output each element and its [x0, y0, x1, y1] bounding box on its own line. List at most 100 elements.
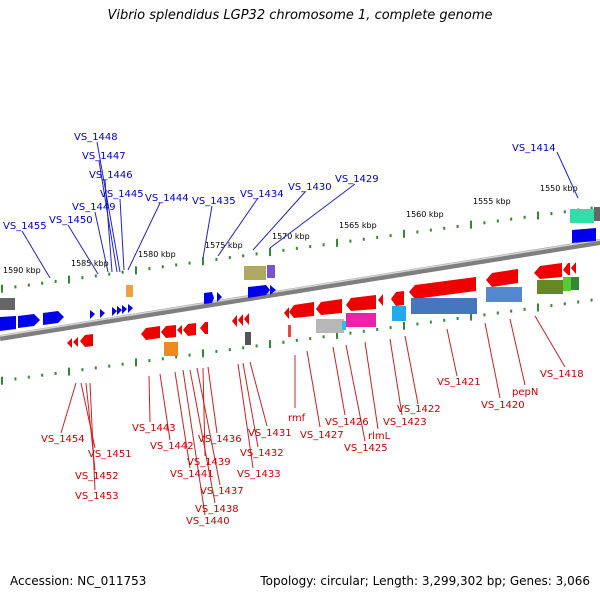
gene-feature[interactable]: [238, 314, 243, 326]
minor-tick: [577, 300, 580, 304]
gene-feature[interactable]: [18, 314, 40, 328]
gene-feature[interactable]: [183, 323, 196, 336]
gene-feature[interactable]: [117, 306, 122, 315]
gene-feature[interactable]: [141, 326, 160, 340]
major-tick: [135, 266, 137, 275]
gene-feature[interactable]: [161, 325, 176, 338]
gene-feature[interactable]: [392, 306, 406, 321]
gene-feature[interactable]: [128, 304, 133, 313]
gene-label[interactable]: VS_1422: [397, 404, 441, 415]
gene-feature[interactable]: [126, 285, 133, 297]
gene-label[interactable]: VS_1432: [240, 448, 284, 459]
gene-feature[interactable]: [571, 262, 576, 274]
minor-tick: [14, 377, 17, 381]
minor-tick: [443, 318, 446, 322]
gene-feature[interactable]: [100, 309, 105, 318]
gene-label[interactable]: VS_1453: [75, 491, 119, 502]
gene-feature[interactable]: [43, 311, 64, 325]
gene-label[interactable]: pepN: [512, 387, 538, 398]
gene-feature[interactable]: [267, 265, 275, 278]
gene-label[interactable]: VS_1421: [437, 377, 481, 388]
gene-feature[interactable]: [164, 342, 178, 356]
gene-feature[interactable]: [289, 302, 314, 318]
gene-label[interactable]: VS_1434: [240, 189, 284, 200]
gene-feature[interactable]: [270, 285, 276, 295]
gene-label[interactable]: VS_1420: [481, 400, 525, 411]
gene-feature[interactable]: [284, 307, 289, 319]
gene-label[interactable]: rlmL: [368, 431, 391, 442]
gene-feature[interactable]: [244, 266, 266, 280]
gene-label[interactable]: VS_1423: [383, 417, 427, 428]
gene-feature[interactable]: [411, 298, 477, 314]
gene-feature[interactable]: [316, 319, 344, 333]
gene-label[interactable]: VS_1451: [88, 449, 132, 460]
gene-label[interactable]: VS_1440: [186, 516, 230, 527]
gene-feature[interactable]: [122, 305, 127, 314]
gene-label[interactable]: VS_1427: [300, 430, 344, 441]
gene-feature[interactable]: [594, 207, 600, 221]
gene-feature[interactable]: [572, 228, 596, 243]
gene-feature[interactable]: [80, 334, 93, 347]
gene-feature[interactable]: [244, 313, 249, 325]
major-tick: [202, 257, 204, 266]
gene-label[interactable]: VS_1455: [3, 221, 47, 232]
gene-feature[interactable]: [200, 322, 208, 334]
gene-feature[interactable]: [73, 337, 78, 347]
gene-feature[interactable]: [486, 287, 522, 302]
gene-feature[interactable]: [67, 338, 72, 348]
gene-feature[interactable]: [90, 310, 95, 319]
gene-feature[interactable]: [232, 315, 237, 327]
gene-label[interactable]: VS_1429: [335, 174, 379, 185]
gene-feature[interactable]: [248, 285, 270, 298]
gene-label[interactable]: VS_1425: [344, 443, 388, 454]
minor-tick: [228, 348, 231, 352]
gene-feature[interactable]: [245, 332, 251, 345]
gene-label[interactable]: VS_1426: [325, 417, 369, 428]
gene-label[interactable]: VS_1452: [75, 471, 119, 482]
gene-feature[interactable]: [534, 263, 562, 279]
gene-feature[interactable]: [563, 263, 570, 275]
gene-label[interactable]: VS_1442: [150, 441, 194, 452]
gene-feature[interactable]: [537, 280, 563, 294]
gene-feature[interactable]: [204, 292, 214, 304]
gene-label[interactable]: VS_1439: [187, 457, 231, 468]
gene-label[interactable]: VS_1438: [195, 504, 239, 515]
gene-label[interactable]: VS_1448: [74, 132, 118, 143]
gene-feature[interactable]: [342, 321, 346, 330]
gene-feature[interactable]: [112, 307, 117, 316]
gene-feature[interactable]: [571, 277, 579, 290]
gene-feature[interactable]: [346, 295, 376, 311]
gene-label[interactable]: VS_1450: [49, 215, 93, 226]
gene-feature[interactable]: [217, 292, 222, 302]
gene-label[interactable]: VS_1433: [237, 469, 281, 480]
gene-label[interactable]: VS_1443: [132, 423, 176, 434]
gene-feature[interactable]: [288, 325, 291, 337]
gene-label[interactable]: rmf: [288, 413, 306, 424]
gene-label[interactable]: VS_1447: [82, 151, 126, 162]
gene-label[interactable]: VS_1449: [72, 202, 116, 213]
gene-label[interactable]: VS_1444: [145, 193, 189, 204]
gene-label[interactable]: VS_1437: [200, 486, 244, 497]
gene-label[interactable]: VS_1436: [198, 434, 242, 445]
gene-feature[interactable]: [409, 277, 476, 299]
gene-feature[interactable]: [570, 209, 594, 223]
gene-feature[interactable]: [316, 299, 342, 315]
scale-ticks-inner: [1, 298, 593, 385]
gene-label[interactable]: VS_1414: [512, 143, 556, 154]
gene-feature[interactable]: [0, 316, 16, 331]
gene-label[interactable]: VS_1445: [100, 189, 144, 200]
gene-label[interactable]: VS_1454: [41, 434, 85, 445]
gene-feature[interactable]: [346, 313, 376, 327]
gene-label[interactable]: VS_1441: [170, 469, 214, 480]
gene-feature[interactable]: [486, 269, 518, 287]
gene-feature[interactable]: [563, 277, 571, 291]
gene-label[interactable]: VS_1431: [248, 428, 292, 439]
gene-label[interactable]: VS_1446: [89, 170, 133, 181]
gene-feature[interactable]: [378, 294, 383, 306]
gene-label[interactable]: VS_1435: [192, 196, 236, 207]
gene-label[interactable]: VS_1430: [288, 182, 332, 193]
gene-feature[interactable]: [0, 298, 15, 310]
gene-label[interactable]: VS_1418: [540, 369, 584, 380]
gene-feature[interactable]: [177, 325, 182, 335]
gene-feature[interactable]: [391, 291, 404, 306]
